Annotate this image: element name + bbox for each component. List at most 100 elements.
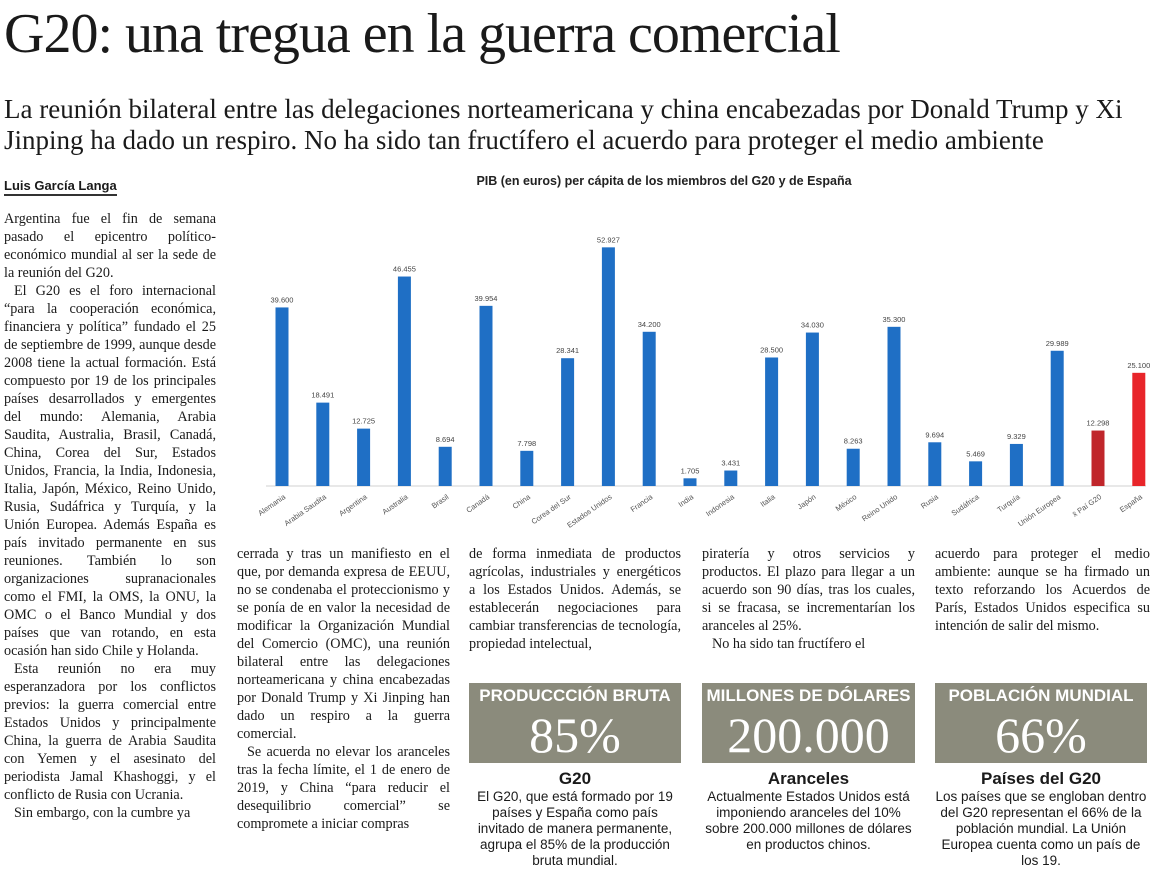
stat-text: Actualmente Estados Unidos está imponien… [705,789,912,852]
stat-value: 200.000 [727,707,890,763]
paragraph: Argentina fue el fin de semana pasado el… [4,211,216,281]
x-tick-label: x̄ Paí G20 [1071,492,1103,519]
data-label: 7.798 [517,439,536,448]
paragraph: Esta reunión no era muy esperanzadora po… [4,661,216,803]
data-label: 18.491 [311,391,334,400]
bar-brasil [438,446,452,486]
byline: Luis García Langa [4,178,117,196]
data-label: 52.927 [597,235,620,244]
data-label: 8.694 [436,435,455,444]
x-tick-label: México [834,492,859,513]
stat-panel-tariffs: MILLONES DE DÓLARES 200.000 Aranceles Ac… [702,683,915,853]
data-label: 28.500 [760,345,783,354]
data-label: 34.200 [638,320,661,329]
bar-m-xico [846,448,860,486]
x-tick-label: Estados Unidos [565,492,613,530]
data-label: 5.469 [966,449,985,458]
paragraph: piratería y otros servicios y productos.… [702,546,915,634]
x-tick-label: Italia [759,492,778,509]
data-label: 39.600 [271,295,294,304]
x-tick-label: Reino Unido [860,492,899,523]
paragraph: Se acuerda no elevar los aranceles tras … [237,744,450,832]
bar-argentina [357,428,371,486]
paragraph: El G20 es el foro internacional “para la… [4,283,216,659]
bar-canad- [479,305,493,486]
data-label: 9.329 [1007,432,1026,441]
data-label: 46.455 [393,265,416,274]
x-tick-label: Rusia [919,492,941,511]
stat-box: POBLACIÓN MUNDIAL 66% [935,683,1147,763]
paragraph: de forma inmediata de productos agrícola… [469,546,681,652]
bar-turqu-a [1009,443,1023,486]
bar-corea-del-sur [561,358,575,486]
bar-italia [765,357,779,486]
stat-text: El G20, que está formado por 19 países y… [477,789,673,868]
x-tick-label: España [1118,492,1145,514]
data-label: 12.725 [352,417,375,426]
x-tick-label: China [511,492,533,511]
headline: G20: una tregua en la guerra comercial [4,3,841,65]
bar-india [683,478,697,486]
article-column-2: cerrada y tras un manifiesto en el que, … [237,545,450,833]
bar-francia [642,331,656,486]
bar-indonesia [724,470,738,486]
subheadline: La reunión bilateral entre las delegacio… [4,94,1123,155]
bar-alemania [275,307,289,486]
paragraph: acuerdo para proteger el medio ambiente:… [935,546,1150,634]
bar-australia [397,276,411,486]
data-label: 28.341 [556,346,579,355]
stat-label: PRODUCCCIÓN BRUTA [479,686,671,705]
stat-title: G20 [558,769,592,788]
data-label: 12.298 [1087,419,1110,428]
bar-reino-unido [887,326,901,486]
paragraph: Sin embargo, con la cumbre ya [14,805,191,821]
bar-x-pa-g20 [1091,430,1105,486]
stat-title: Aranceles [767,769,850,788]
bar-estados-unidos [601,247,615,486]
x-tick-label: Japón [796,492,818,511]
paragraph: No ha sido tan fructífero el [712,636,866,652]
x-tick-label: India [677,492,696,509]
stat-title: Países del G20 [980,769,1102,788]
stat-box: MILLONES DE DÓLARES 200.000 [702,683,915,763]
article-column-1: Argentina fue el fin de semana pasado el… [4,210,216,822]
x-tick-label: Indonesia [704,492,736,519]
bar-rusia [928,442,942,486]
data-label: 25.100 [1127,361,1150,370]
bar-uni-n-europea [1050,350,1064,486]
data-label: 3.431 [721,459,740,468]
x-tick-label: Brasil [430,492,451,510]
stat-panel-production: PRODUCCCIÓN BRUTA 85% G20 El G20, que es… [469,683,681,869]
bar-arabia-saudita [316,402,330,486]
bar-espa-a [1132,372,1146,486]
x-tick-label: Arabia Saudita [282,492,328,528]
chart-title: PIB (en euros) per cápita de los miembro… [476,174,852,188]
x-tick-label: Francia [629,492,655,514]
data-label: 35.300 [883,315,906,324]
data-label: 8.263 [844,437,863,446]
x-tick-label: Unión Europea [1016,492,1063,529]
data-label: 9.694 [925,430,944,439]
data-label: 29.989 [1046,339,1069,348]
x-tick-label: Australia [380,492,410,517]
stat-value: 85% [529,707,621,763]
data-label: 34.030 [801,321,824,330]
gdp-bar-chart: PIB (en euros) per cápita de los miembro… [256,174,1150,530]
article-column-4: piratería y otros servicios y productos.… [702,545,915,653]
data-label: 1.705 [681,466,700,475]
paragraph: cerrada y tras un manifiesto en el que, … [237,546,450,742]
x-tick-label: Argentina [337,492,369,518]
stat-label: MILLONES DE DÓLARES [706,686,911,705]
data-label: 39.954 [475,294,498,303]
bar-sud-frica [969,461,983,486]
stat-box: PRODUCCCIÓN BRUTA 85% [469,683,681,763]
bar-china [520,450,534,486]
x-tick-label: Canadá [464,492,491,515]
article-column-3: de forma inmediata de productos agrícola… [469,545,681,653]
stat-label: POBLACIÓN MUNDIAL [948,686,1134,705]
x-tick-label: Sudáfrica [950,492,982,518]
article-column-5: acuerdo para proteger el medio ambiente:… [935,545,1150,635]
bar-jap-n [805,332,819,486]
stat-panel-population: POBLACIÓN MUNDIAL 66% Países del G20 Los… [935,683,1147,869]
x-tick-label: Alemania [256,492,287,518]
